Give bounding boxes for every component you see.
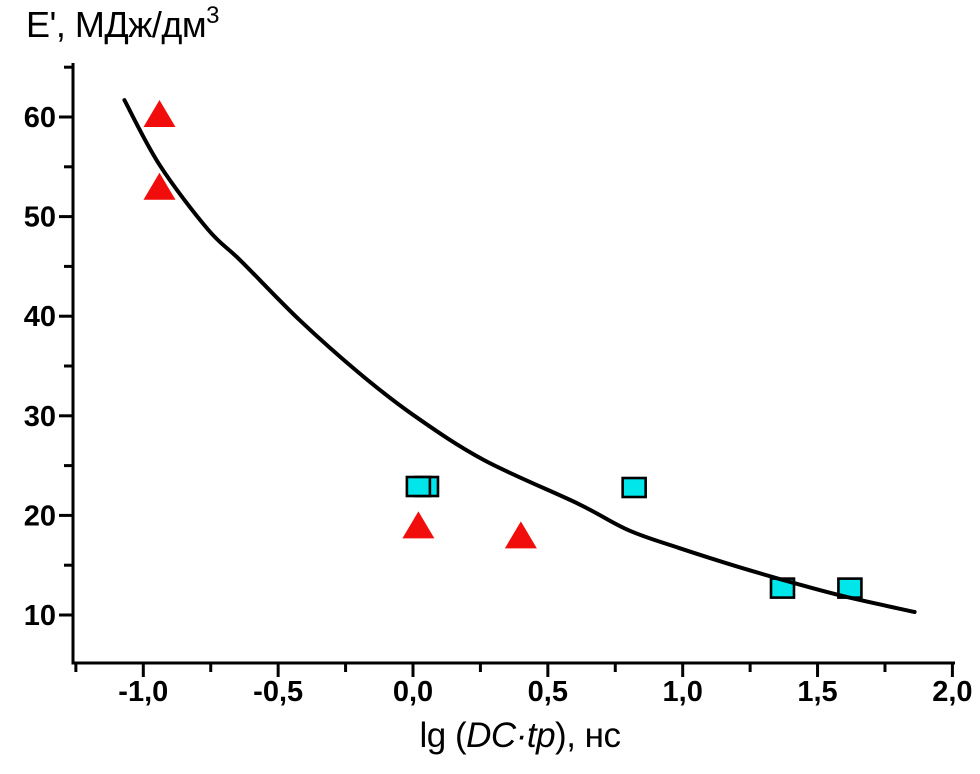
x-tick-label: -1,0 (118, 676, 168, 708)
y-axis-title-superscript: 3 (206, 2, 219, 29)
x-tick-label: -0,5 (253, 676, 303, 708)
y-tick-label: 40 (24, 301, 56, 333)
data-point-triangle (402, 511, 435, 539)
data-point-square (405, 475, 432, 498)
data-point-triangle (143, 100, 176, 128)
y-tick-label: 20 (24, 500, 56, 532)
data-point-triangle (504, 521, 537, 549)
y-axis-title: E', МДж/дм3 (26, 2, 219, 46)
x-tick-label: 2,0 (932, 676, 972, 708)
x-axis-title: lg (DC·tp), нс (420, 716, 621, 756)
y-tick-label: 30 (24, 401, 56, 433)
y-tick-label: 10 (24, 600, 56, 632)
fit-curve (122, 98, 917, 614)
x-tick-label: 1,0 (663, 676, 703, 708)
axis-lines (71, 63, 955, 665)
data-point-triangle (143, 172, 176, 200)
x-axis-title-suffix: ), нс (555, 716, 621, 755)
x-axis-title-prefix: lg ( (419, 716, 467, 755)
y-tick-label: 60 (24, 102, 56, 134)
x-tick-label: 0,5 (528, 676, 568, 708)
x-tick-label: 1,5 (797, 676, 837, 708)
y-tick-label: 50 (24, 202, 56, 234)
data-point-square (621, 476, 647, 499)
x-axis-title-variable: DC·tp (466, 716, 556, 755)
y-axis-title-text: E', МДж/дм (26, 4, 207, 45)
x-tick-label: 0,0 (393, 676, 433, 708)
